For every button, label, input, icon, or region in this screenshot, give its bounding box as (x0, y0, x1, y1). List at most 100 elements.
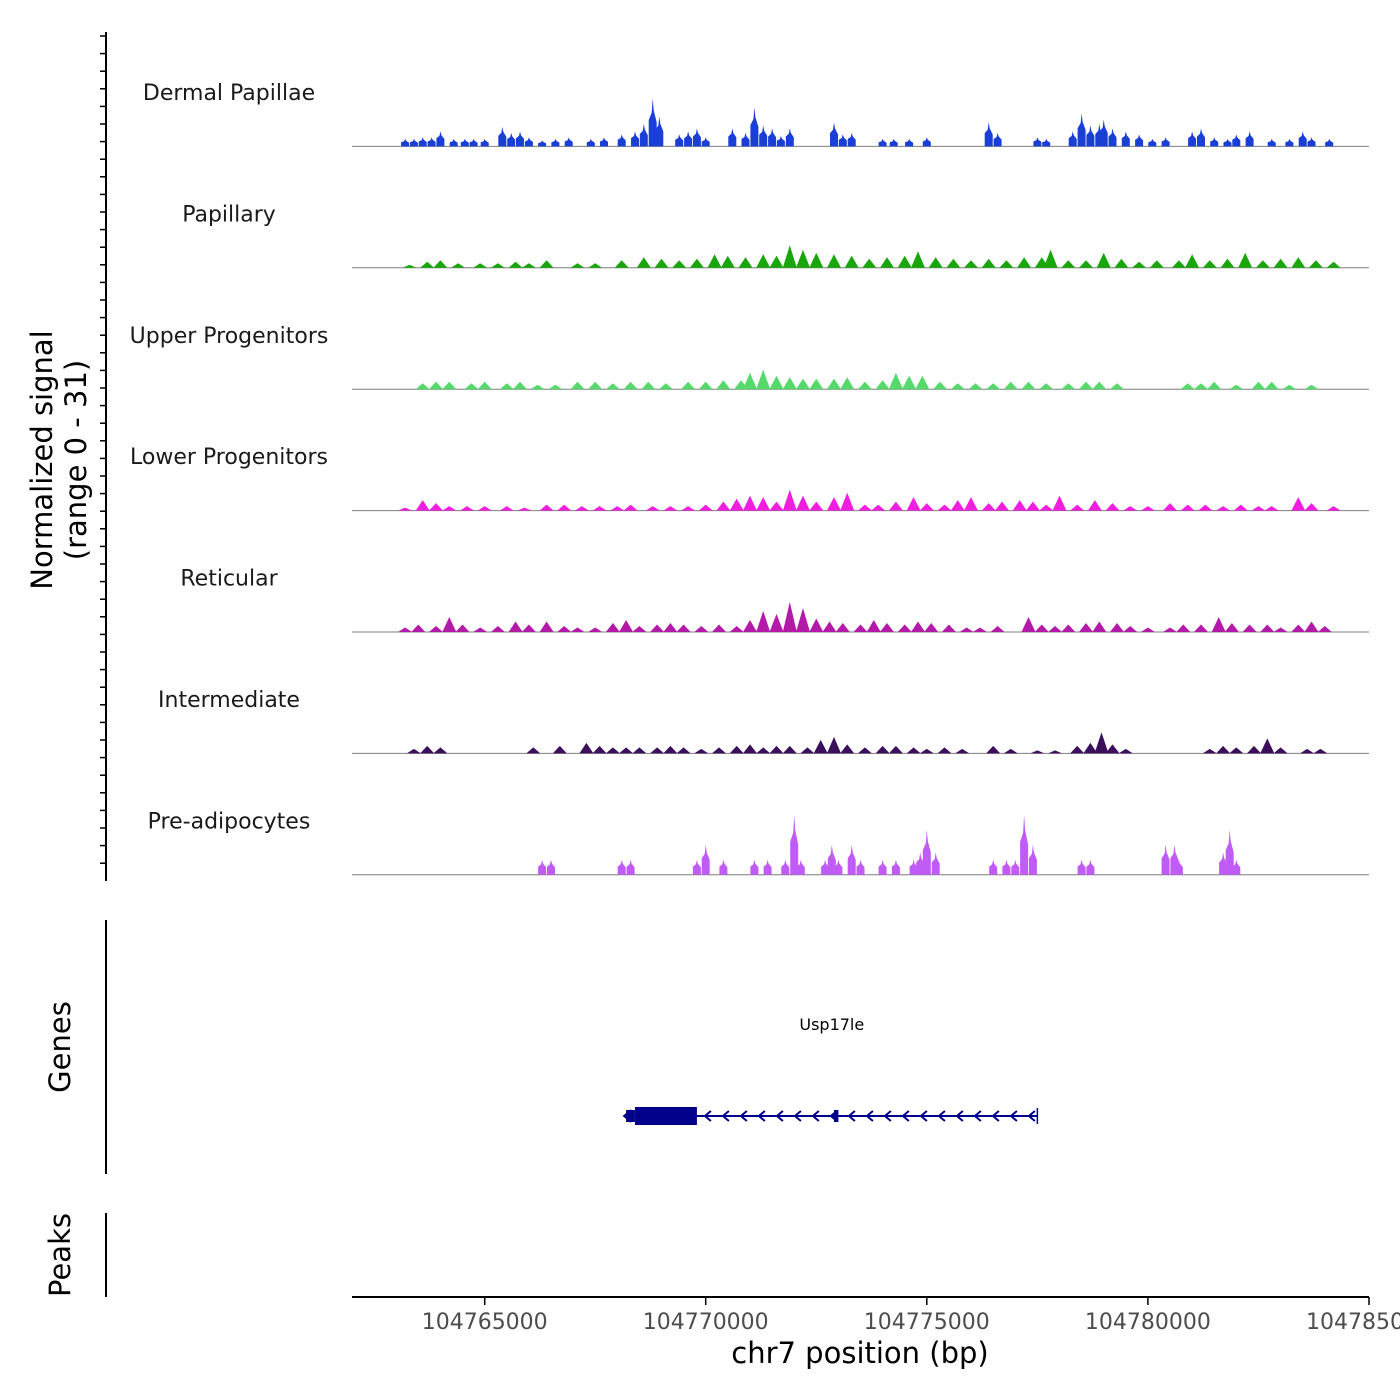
signal-peak (750, 107, 759, 147)
signal-peak (905, 138, 914, 147)
signal-peak (1079, 623, 1093, 632)
signal-peak (743, 744, 757, 754)
signal-peak (782, 745, 797, 754)
signal-peak (911, 251, 925, 268)
signal-peak (950, 383, 965, 390)
signal-peak (1025, 501, 1040, 511)
signal-peak (889, 138, 898, 147)
signal-peak (1002, 859, 1011, 875)
signal-peak (1077, 113, 1086, 147)
signal-peak (614, 260, 629, 268)
signal-peak (574, 506, 589, 511)
signal-peak (993, 132, 1002, 147)
signal-peak (1021, 381, 1036, 390)
signal-peak (827, 254, 841, 268)
signal-peak (809, 501, 824, 511)
signal-peak (1264, 506, 1279, 511)
signal-peak (769, 501, 784, 511)
gene-label: Usp17le (799, 1015, 864, 1034)
signal-peak (433, 747, 448, 754)
signal-peak (1304, 503, 1319, 511)
signal-peak (1042, 138, 1051, 147)
signal-peak (526, 747, 541, 754)
signal-panel: Normalized signal (range 0 - 31) Dermal … (25, 32, 1369, 881)
signal-peak (588, 263, 603, 268)
signal-peak (915, 375, 930, 390)
signal-peak (1229, 747, 1244, 754)
signal-peak (1273, 747, 1288, 754)
signal-peak (1068, 131, 1077, 147)
signal-peak (1317, 626, 1332, 632)
signal-peak (796, 378, 810, 390)
signal-peak (1123, 626, 1138, 632)
signal-peak (681, 381, 696, 390)
signal-peak (888, 745, 903, 754)
signal-peak (570, 263, 585, 268)
signal-peak (716, 501, 731, 511)
signal-peak (1028, 844, 1037, 875)
signal-peak (1255, 260, 1270, 268)
signal-peak (853, 624, 868, 632)
signal-peak (782, 377, 797, 390)
signal-peak (1092, 381, 1107, 390)
signal-peak (840, 744, 855, 754)
signal-peak (1110, 383, 1124, 390)
signal-peak (1079, 381, 1093, 390)
signal-peak (1121, 131, 1130, 147)
signal-peak (1086, 125, 1095, 147)
signal-peak (809, 252, 824, 268)
signal-peak (743, 620, 757, 632)
signal-peak (513, 381, 527, 390)
track-reticular: Reticular (180, 567, 1369, 633)
signal-peak (922, 137, 931, 147)
signal-peak (1304, 384, 1319, 390)
signal-peak (1087, 500, 1102, 511)
signal-peak (875, 745, 890, 754)
signal-axis-ticks (100, 35, 106, 864)
signal-peak (902, 375, 917, 390)
signal-peak (1232, 134, 1241, 147)
signal-peak (632, 747, 647, 754)
signal-peak (800, 747, 815, 754)
signal-peak (469, 138, 478, 147)
signal-peak (420, 261, 435, 268)
signal-peak (1086, 859, 1095, 875)
signal-peak (409, 138, 418, 147)
signal-peak (743, 495, 757, 511)
signal-peak (729, 626, 744, 632)
x-axis: 104765000 104770000 104775000 104780000 1047… (352, 1296, 1400, 1370)
signal-peak (1099, 119, 1108, 147)
signal-peak (897, 255, 912, 268)
signal-peak (830, 122, 838, 147)
gene-strand-chevron (955, 1110, 964, 1122)
track-label: Intermediate (158, 688, 300, 713)
signal-peak (897, 624, 912, 632)
signal-peak (570, 381, 585, 390)
signal-peak (429, 503, 443, 511)
signal-peak (981, 258, 996, 268)
signal-peak (909, 859, 918, 875)
gene-strand-chevron (1009, 1110, 1018, 1122)
signal-peak (796, 249, 810, 268)
signal-peak (1123, 506, 1138, 511)
signal-peak (712, 624, 726, 632)
gene-models: Usp17le (622, 1015, 1039, 1125)
signal-peak (1079, 260, 1093, 268)
signal-peak (464, 383, 479, 390)
signal-peak (507, 132, 516, 147)
gene-strand-chevron (883, 1110, 892, 1122)
signal-peak (626, 859, 635, 875)
signal-tracks: Dermal Papillae Papillary Upper Progenitor… (130, 81, 1369, 876)
signal-peak (1118, 748, 1133, 754)
gene-exon (635, 1107, 697, 1125)
x-axis-title: chr7 position (bp) (731, 1336, 988, 1370)
signal-peak (1225, 829, 1234, 875)
signal-peak (1011, 859, 1020, 875)
signal-peak (480, 138, 489, 147)
track-label: Reticular (180, 567, 278, 592)
gene-strand-chevron (811, 1110, 820, 1122)
signal-peak (694, 748, 709, 754)
signal-peak (617, 134, 626, 147)
signal-peak (720, 255, 735, 268)
